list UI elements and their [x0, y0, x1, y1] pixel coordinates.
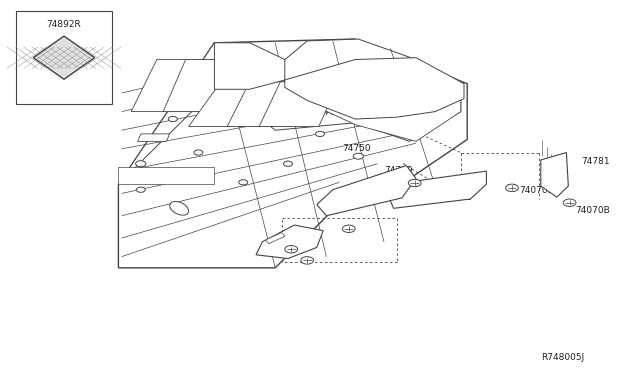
Text: R748005J: R748005J — [541, 353, 584, 362]
Polygon shape — [285, 60, 461, 141]
Circle shape — [239, 180, 248, 185]
Circle shape — [563, 199, 576, 206]
Text: 74759: 74759 — [384, 166, 413, 175]
Polygon shape — [163, 60, 246, 112]
Polygon shape — [138, 134, 170, 141]
Polygon shape — [214, 43, 285, 89]
Polygon shape — [131, 60, 243, 112]
Polygon shape — [118, 167, 214, 184]
Polygon shape — [118, 39, 467, 268]
Circle shape — [136, 187, 145, 192]
Polygon shape — [285, 58, 464, 119]
Circle shape — [408, 179, 421, 187]
Circle shape — [168, 116, 177, 122]
Circle shape — [316, 131, 324, 137]
Text: 74070B: 74070B — [575, 206, 609, 215]
Polygon shape — [189, 82, 288, 126]
Polygon shape — [256, 225, 323, 259]
Circle shape — [194, 150, 203, 155]
Polygon shape — [250, 39, 461, 141]
Circle shape — [506, 184, 518, 192]
Text: 74070B: 74070B — [344, 93, 379, 102]
Polygon shape — [259, 82, 339, 126]
Text: 74070B: 74070B — [520, 186, 554, 195]
Polygon shape — [387, 171, 486, 208]
Text: 74750: 74750 — [342, 144, 371, 153]
Circle shape — [342, 225, 355, 232]
Polygon shape — [227, 82, 314, 126]
Polygon shape — [541, 153, 568, 197]
Circle shape — [284, 161, 292, 166]
Circle shape — [285, 246, 298, 253]
Circle shape — [301, 257, 314, 264]
Circle shape — [353, 153, 364, 159]
Polygon shape — [33, 36, 95, 79]
Polygon shape — [118, 43, 250, 184]
Text: 74892R: 74892R — [47, 20, 81, 29]
Circle shape — [136, 161, 146, 167]
Text: 74761: 74761 — [443, 193, 472, 202]
Polygon shape — [266, 232, 285, 244]
Text: 74781: 74781 — [581, 157, 610, 166]
Polygon shape — [317, 166, 416, 216]
Bar — [16, 11, 112, 104]
Text: 74070B: 74070B — [322, 80, 356, 89]
Ellipse shape — [170, 202, 189, 215]
Text: 74070B: 74070B — [307, 108, 342, 117]
Text: 74070B: 74070B — [422, 182, 457, 190]
